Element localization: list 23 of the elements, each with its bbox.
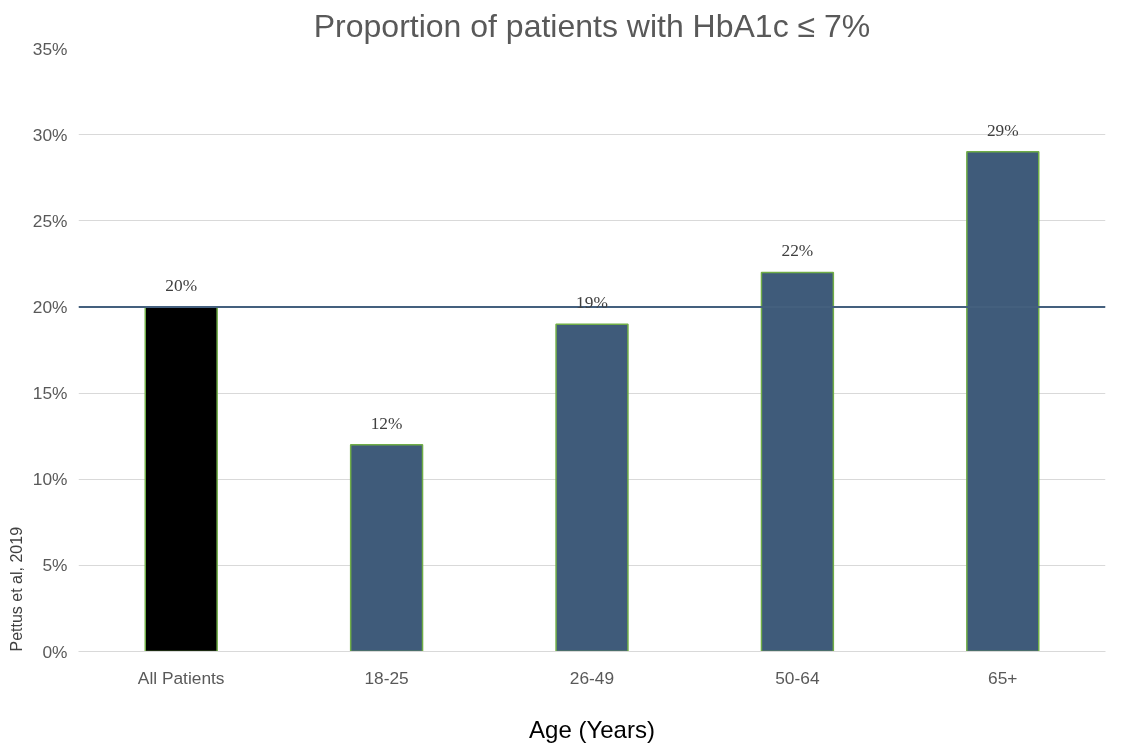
bar: [349, 444, 424, 652]
chart-title: Proportion of patients with HbA1c ≤ 7%: [313, 7, 871, 44]
y-tick-label: 10%: [32, 469, 68, 490]
bar: [555, 323, 629, 652]
x-tick-label: 18-25: [364, 667, 409, 688]
x-tick-label: 50-64: [775, 667, 820, 688]
y-tick-label: 25%: [32, 210, 68, 231]
bar: [144, 306, 218, 652]
x-tick-label: 26-49: [569, 667, 615, 688]
data-label: 22%: [781, 241, 814, 261]
y-tick-label: 30%: [32, 124, 68, 145]
x-tick-label: 65+: [988, 667, 1018, 688]
y-tick-label: 20%: [32, 296, 68, 317]
y-tick-label: 35%: [32, 38, 68, 59]
y-tick-label: 5%: [42, 555, 68, 576]
data-label: 29%: [986, 120, 1019, 140]
text: Pettus et al, 2019: [7, 526, 25, 652]
data-label: 12%: [370, 413, 403, 433]
y-tick-label: 0%: [42, 641, 68, 662]
x-axis-title: Age (Years): [529, 715, 655, 743]
y-tick-label: 15%: [32, 383, 68, 404]
x-tick-label: All Patients: [137, 667, 225, 688]
data-label: 20%: [165, 275, 198, 295]
